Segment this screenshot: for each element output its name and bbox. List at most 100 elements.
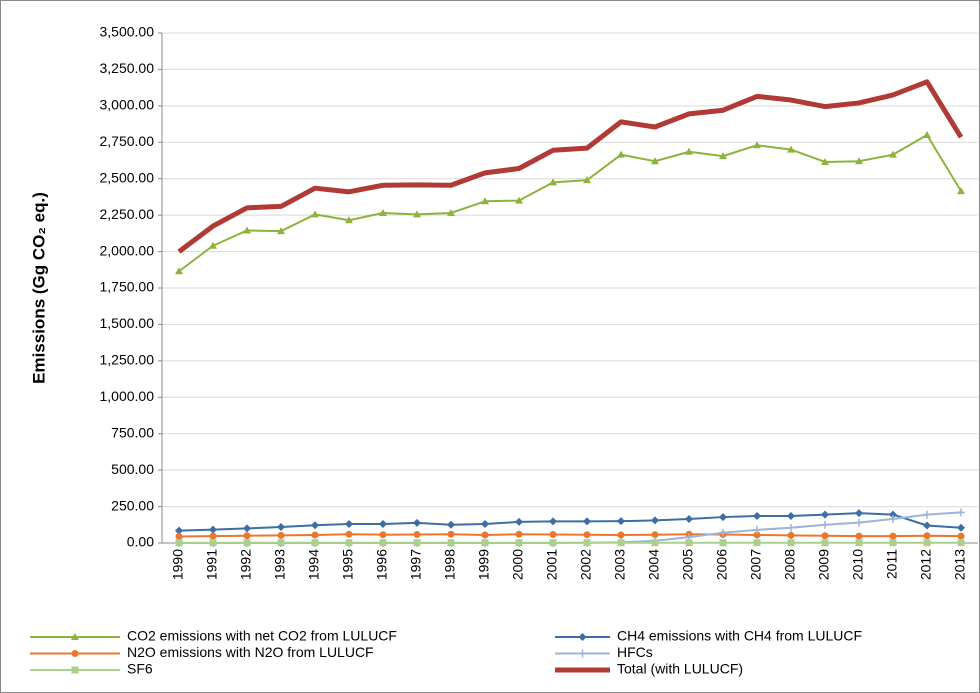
data-point xyxy=(889,532,897,540)
data-point xyxy=(413,210,421,218)
y-tick-label: 2,750.00 xyxy=(100,133,155,149)
data-point xyxy=(719,513,727,522)
data-point xyxy=(617,517,625,526)
y-tick-label: 750.00 xyxy=(111,424,154,440)
data-point xyxy=(787,523,795,532)
data-point xyxy=(243,539,251,547)
data-point xyxy=(209,532,217,540)
x-tick-label: 2002 xyxy=(578,549,594,580)
x-tick-label: 1993 xyxy=(272,549,288,580)
data-point xyxy=(923,510,931,519)
y-tick-label: 2,500.00 xyxy=(100,169,155,185)
x-tick-label: 2009 xyxy=(816,549,832,580)
x-tick-label: 1996 xyxy=(374,549,390,580)
y-tick-label: 3,250.00 xyxy=(100,60,155,76)
legend-label: CH4 emissions with CH4 from LULUCF xyxy=(617,628,862,644)
data-point xyxy=(175,267,183,275)
data-point xyxy=(209,539,217,547)
legend-marker xyxy=(71,650,79,657)
data-point xyxy=(685,514,693,523)
data-point xyxy=(243,524,251,533)
data-point xyxy=(311,531,319,539)
data-point xyxy=(447,530,455,538)
data-point xyxy=(821,157,829,165)
data-point xyxy=(447,520,455,529)
y-tick-label: 1,750.00 xyxy=(100,279,155,295)
data-point xyxy=(651,539,659,547)
x-tick-label: 2004 xyxy=(646,549,662,580)
legend-marker xyxy=(578,633,587,641)
data-point xyxy=(957,532,965,540)
x-tick-label: 2006 xyxy=(714,549,730,580)
data-point xyxy=(957,508,965,517)
data-point xyxy=(583,176,591,184)
data-point xyxy=(413,539,421,547)
data-point xyxy=(209,525,217,534)
y-tick-label: 0.00 xyxy=(127,534,154,550)
data-point xyxy=(345,520,353,529)
data-point xyxy=(379,208,387,216)
data-point xyxy=(685,147,693,155)
data-point xyxy=(821,539,829,547)
data-point xyxy=(719,528,727,537)
data-point xyxy=(549,539,557,547)
data-point xyxy=(855,509,863,518)
data-point xyxy=(753,525,761,534)
x-tick-label: 2008 xyxy=(782,549,798,580)
legend-label: CO2 emissions with net CO2 from LULUCF xyxy=(127,628,397,644)
y-tick-label: 1,250.00 xyxy=(100,352,155,368)
data-point xyxy=(923,521,931,530)
data-point xyxy=(651,531,659,539)
series-line xyxy=(178,134,962,273)
data-point xyxy=(923,539,931,547)
data-point xyxy=(447,208,455,216)
data-point xyxy=(515,539,523,547)
data-point xyxy=(753,539,761,547)
data-point xyxy=(957,187,965,195)
data-point xyxy=(821,532,829,540)
x-tick-label: 1992 xyxy=(238,549,254,580)
series-line xyxy=(178,512,962,532)
legend-marker xyxy=(578,649,587,658)
series-line xyxy=(177,79,964,254)
y-tick-label: 3,000.00 xyxy=(100,97,155,113)
data-point xyxy=(787,145,795,153)
data-point xyxy=(719,152,727,160)
x-tick-label: 2012 xyxy=(918,549,934,580)
y-tick-label: 500.00 xyxy=(111,461,154,477)
data-point xyxy=(549,517,557,526)
data-point xyxy=(617,531,625,539)
data-point xyxy=(549,531,557,539)
x-tick-label: 1990 xyxy=(170,549,186,580)
data-point xyxy=(243,532,251,540)
x-tick-label: 2013 xyxy=(952,549,968,580)
legend-label: Total (with LULUCF) xyxy=(617,661,743,677)
data-point xyxy=(753,512,761,521)
data-point xyxy=(617,539,625,547)
data-point xyxy=(311,210,319,218)
data-point xyxy=(311,521,319,530)
legend-marker xyxy=(71,666,79,674)
data-point xyxy=(481,197,489,205)
data-point xyxy=(923,131,931,138)
data-point xyxy=(277,522,285,531)
x-tick-label: 2011 xyxy=(884,549,900,579)
data-point xyxy=(855,518,863,527)
data-point xyxy=(481,520,489,529)
x-tick-label: 2007 xyxy=(748,549,764,580)
data-point xyxy=(855,157,863,165)
data-point xyxy=(583,539,591,547)
data-point xyxy=(889,150,897,158)
data-point xyxy=(515,530,523,538)
data-point xyxy=(617,150,625,158)
data-point xyxy=(277,531,285,539)
series-line xyxy=(178,533,962,538)
data-point xyxy=(787,512,795,521)
x-tick-label: 2003 xyxy=(612,549,628,580)
data-point xyxy=(957,539,965,547)
legend-label: HFCs xyxy=(617,644,653,660)
data-point xyxy=(889,539,897,547)
data-point xyxy=(651,516,659,525)
